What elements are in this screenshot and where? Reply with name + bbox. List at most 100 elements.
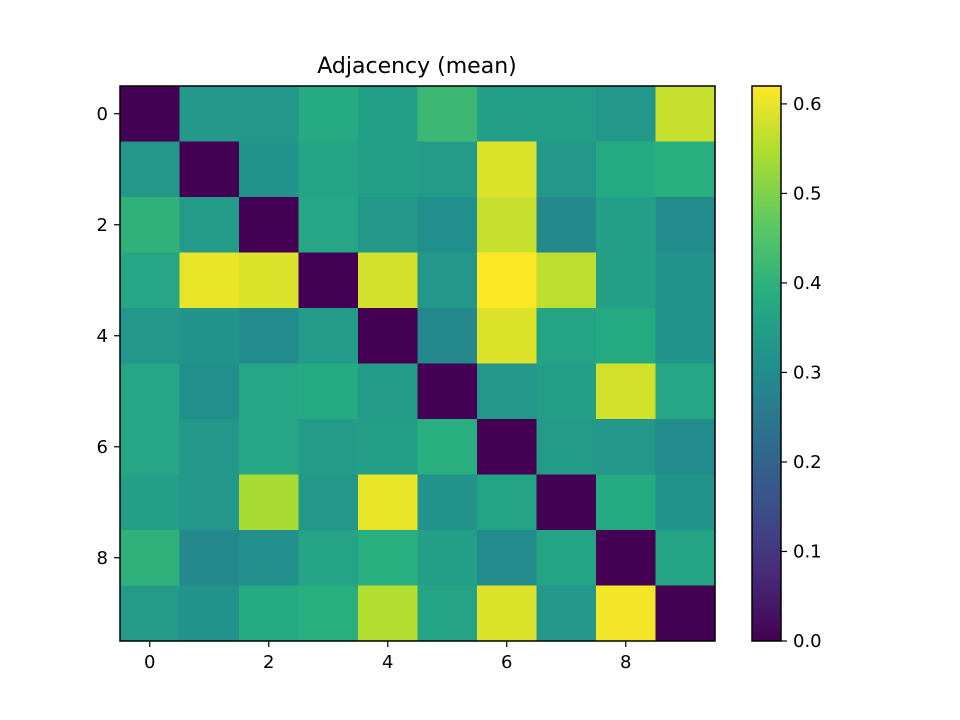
colorbar-tick-label-0: 0.0 [793, 631, 822, 652]
colorbar-tick-label-6: 0.6 [793, 94, 822, 115]
heatmap-cell-7-8 [596, 474, 657, 531]
heatmap-cell-4-6 [477, 308, 538, 365]
heatmap-cell-3-1 [179, 252, 240, 309]
heatmap-cell-4-4 [358, 308, 419, 365]
heatmap-cell-5-2 [239, 363, 300, 420]
heatmap-cell-1-0 [120, 141, 181, 198]
heatmap-cell-3-4 [358, 252, 419, 309]
heatmap-cell-2-9 [655, 197, 716, 254]
y-axis: 0 2 4 6 8 [97, 104, 120, 569]
heatmap-cell-8-0 [120, 530, 181, 587]
heatmap-cell-4-0 [120, 308, 181, 365]
heatmap-cell-2-7 [536, 197, 597, 254]
y-tick-label-4: 4 [97, 326, 108, 347]
y-tick-label-2: 2 [97, 215, 108, 236]
heatmap-cell-8-6 [477, 530, 538, 587]
colorbar-tick-label-2: 0.2 [793, 452, 822, 473]
heatmap-cell-2-0 [120, 197, 181, 254]
heatmap-cell-1-4 [358, 141, 419, 198]
heatmap-cell-2-2 [239, 197, 300, 254]
heatmap-cell-9-8 [596, 585, 657, 642]
heatmap-cell-6-5 [417, 419, 478, 476]
y-tick-label-8: 8 [97, 548, 108, 569]
heatmap-cell-2-8 [596, 197, 657, 254]
heatmap-cell-6-7 [536, 419, 597, 476]
x-tick-label-2: 2 [263, 652, 274, 673]
colorbar-tick-label-3: 0.3 [793, 362, 822, 383]
y-tick-label-0: 0 [97, 104, 108, 125]
colorbar-tick-label-5: 0.5 [793, 183, 822, 204]
heatmap-cell-7-9 [655, 474, 716, 531]
heatmap-cell-5-0 [120, 363, 181, 420]
heatmap-cell-3-0 [120, 252, 181, 309]
heatmap-cell-1-6 [477, 141, 538, 198]
heatmap-cell-0-0 [120, 86, 181, 143]
heatmap-cell-9-5 [417, 585, 478, 642]
heatmap-cell-6-4 [358, 419, 419, 476]
y-tick-label-6: 6 [97, 437, 108, 458]
heatmap-cell-9-3 [298, 585, 359, 642]
heatmap-cell-0-6 [477, 86, 538, 143]
colorbar-axis: 0.0 0.1 0.2 0.3 0.4 0.5 0.6 [781, 94, 822, 652]
heatmap-cell-5-8 [596, 363, 657, 420]
heatmap-cell-0-5 [417, 86, 478, 143]
heatmap-cell-4-5 [417, 308, 478, 365]
x-axis: 0 2 4 6 8 [144, 641, 631, 673]
heatmap-cell-9-4 [358, 585, 419, 642]
heatmap-cell-4-1 [179, 308, 240, 365]
heatmap-cell-0-3 [298, 86, 359, 143]
heatmap-cell-3-9 [655, 252, 716, 309]
heatmap-cell-6-6 [477, 419, 538, 476]
heatmap-cell-5-4 [358, 363, 419, 420]
heatmap-cell-2-1 [179, 197, 240, 254]
heatmap-cell-2-3 [298, 197, 359, 254]
heatmap-cell-4-2 [239, 308, 300, 365]
heatmap-cell-7-7 [536, 474, 597, 531]
heatmap-cell-4-8 [596, 308, 657, 365]
heatmap-cell-0-7 [536, 86, 597, 143]
heatmap-cell-9-6 [477, 585, 538, 642]
heatmap-cell-4-3 [298, 308, 359, 365]
heatmap-cell-1-9 [655, 141, 716, 198]
heatmap-cell-0-8 [596, 86, 657, 143]
heatmap-cell-7-1 [179, 474, 240, 531]
heatmap-cell-9-1 [179, 585, 240, 642]
heatmap-cell-5-3 [298, 363, 359, 420]
heatmap-cell-8-8 [596, 530, 657, 587]
x-tick-label-6: 6 [501, 652, 512, 673]
heatmap-cell-0-1 [179, 86, 240, 143]
heatmap-cell-1-2 [239, 141, 300, 198]
x-tick-label-4: 4 [382, 652, 393, 673]
heatmap-cell-0-4 [358, 86, 419, 143]
heatmap-cell-6-0 [120, 419, 181, 476]
heatmap-cell-6-2 [239, 419, 300, 476]
heatmap-cell-7-5 [417, 474, 478, 531]
heatmap-cell-4-7 [536, 308, 597, 365]
heatmap-cell-4-9 [655, 308, 716, 365]
heatmap-cell-1-8 [596, 141, 657, 198]
heatmap-cell-6-8 [596, 419, 657, 476]
heatmap-cell-7-6 [477, 474, 538, 531]
colorbar-tick-label-1: 0.1 [793, 541, 822, 562]
heatmap-cell-7-3 [298, 474, 359, 531]
heatmap-cell-3-2 [239, 252, 300, 309]
heatmap-cell-2-5 [417, 197, 478, 254]
heatmap-cell-5-6 [477, 363, 538, 420]
heatmap-cell-5-9 [655, 363, 716, 420]
heatmap-cell-0-2 [239, 86, 300, 143]
heatmap-cell-3-7 [536, 252, 597, 309]
heatmap-cell-8-7 [536, 530, 597, 587]
heatmap-cell-8-2 [239, 530, 300, 587]
heatmap-cell-3-3 [298, 252, 359, 309]
heatmap-cell-5-7 [536, 363, 597, 420]
heatmap-cell-3-5 [417, 252, 478, 309]
heatmap-cell-6-3 [298, 419, 359, 476]
heatmap-cell-3-6 [477, 252, 538, 309]
colorbar [752, 86, 781, 641]
heatmap-cell-2-4 [358, 197, 419, 254]
heatmap-cell-6-1 [179, 419, 240, 476]
heatmap-cell-8-9 [655, 530, 716, 587]
heatmap-cell-0-9 [655, 86, 716, 143]
heatmap-frame [119, 85, 716, 642]
